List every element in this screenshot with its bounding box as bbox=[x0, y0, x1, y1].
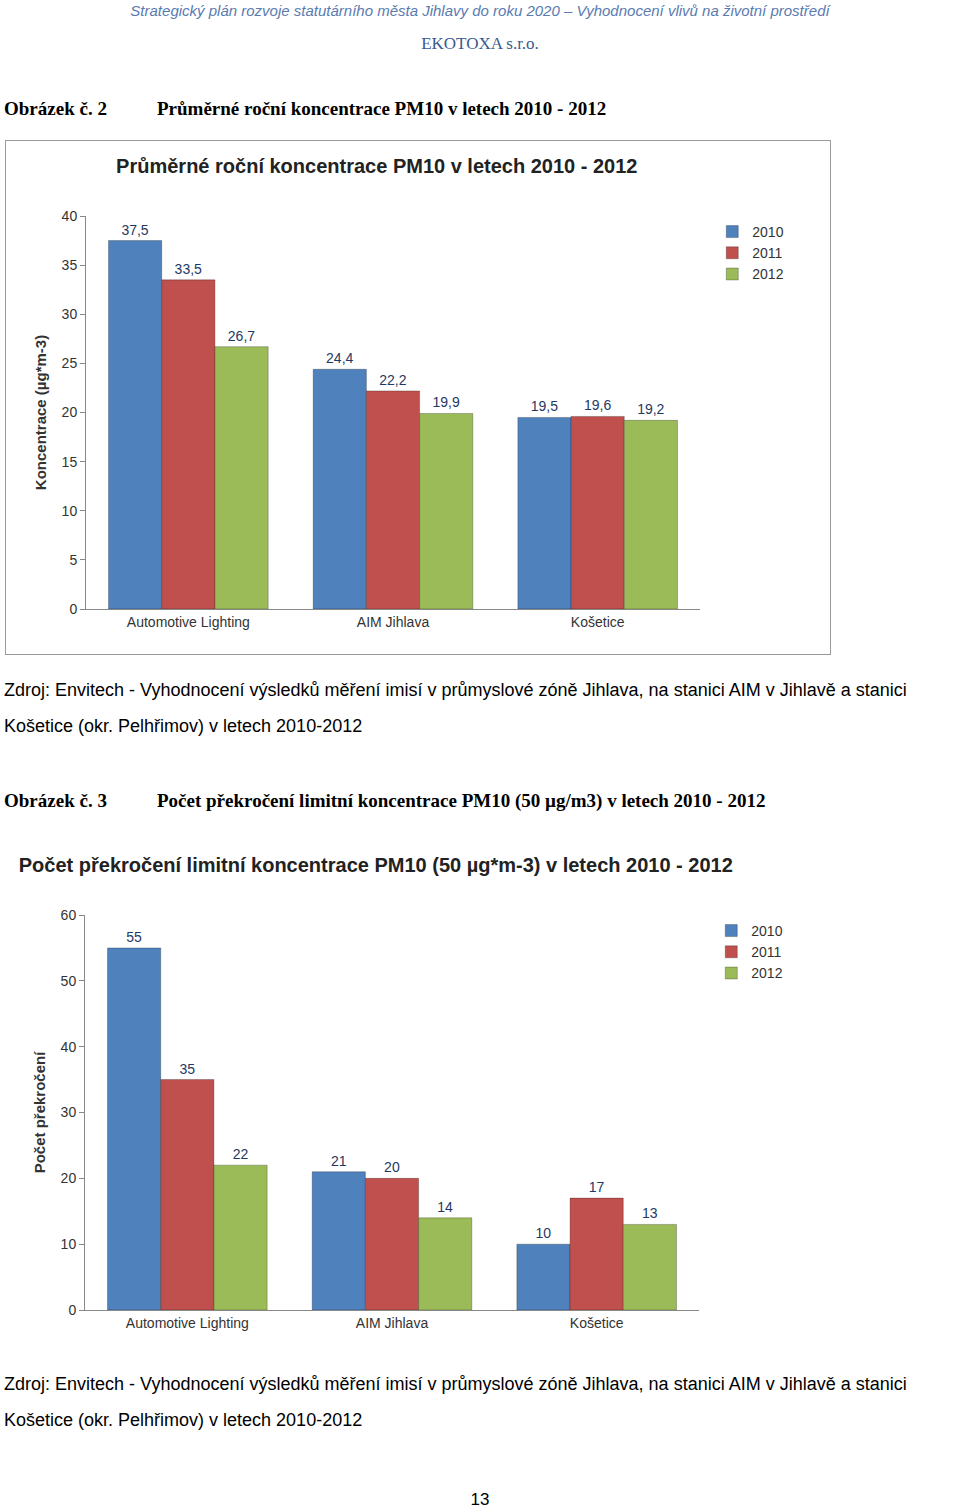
svg-text:15: 15 bbox=[62, 454, 78, 470]
svg-text:Průměrné roční koncentrace PM1: Průměrné roční koncentrace PM10 v letech… bbox=[116, 155, 637, 177]
svg-text:Košetice: Košetice bbox=[570, 1315, 624, 1331]
svg-text:2012: 2012 bbox=[752, 266, 783, 282]
svg-text:Automotive Lighting: Automotive Lighting bbox=[127, 614, 250, 630]
html-text:13: 13 bbox=[470, 1490, 490, 1509]
html-text:EKOTOXA s.r.o.: EKOTOXA s.r.o. bbox=[421, 34, 539, 53]
svg-text:14: 14 bbox=[437, 1199, 453, 1215]
svg-text:13: 13 bbox=[642, 1205, 658, 1221]
html-text:Obrázek č. 2: Obrázek č. 2 bbox=[4, 98, 107, 119]
svg-text:20: 20 bbox=[384, 1159, 400, 1175]
svg-text:30: 30 bbox=[61, 1104, 77, 1120]
svg-text:22: 22 bbox=[233, 1146, 249, 1162]
svg-text:AIM Jihlava: AIM Jihlava bbox=[356, 1315, 429, 1331]
svg-text:19,5: 19,5 bbox=[531, 398, 558, 414]
svg-text:19,2: 19,2 bbox=[637, 401, 664, 417]
svg-text:17: 17 bbox=[589, 1179, 605, 1195]
html-text:Zdroj: Envitech - Vyhodnocení: Zdroj: Envitech - Vyhodnocení výsledků m… bbox=[4, 680, 907, 736]
svg-text:AIM Jihlava: AIM Jihlava bbox=[357, 614, 430, 630]
svg-text:Košetice: Košetice bbox=[571, 614, 625, 630]
svg-text:2011: 2011 bbox=[752, 245, 782, 261]
svg-text:40: 40 bbox=[61, 1039, 77, 1055]
svg-text:10: 10 bbox=[62, 503, 78, 519]
svg-text:37,5: 37,5 bbox=[121, 222, 148, 238]
svg-text:Počet překročení limitní konce: Počet překročení limitní koncentrace PM1… bbox=[19, 854, 733, 876]
svg-text:20: 20 bbox=[62, 404, 78, 420]
svg-text:Koncentrace (µg*m-3): Koncentrace (µg*m-3) bbox=[32, 335, 49, 490]
svg-text:0: 0 bbox=[69, 601, 77, 617]
svg-text:35: 35 bbox=[62, 257, 78, 273]
svg-text:55: 55 bbox=[126, 929, 142, 945]
svg-text:2011: 2011 bbox=[751, 944, 781, 960]
svg-text:40: 40 bbox=[62, 208, 78, 224]
svg-text:19,6: 19,6 bbox=[584, 397, 611, 413]
svg-text:2010: 2010 bbox=[752, 224, 783, 240]
svg-text:26,7: 26,7 bbox=[228, 328, 255, 344]
svg-text:24,4: 24,4 bbox=[326, 350, 353, 366]
svg-text:33,5: 33,5 bbox=[175, 261, 202, 277]
svg-text:35: 35 bbox=[179, 1061, 195, 1077]
svg-text:Počet překročení: Počet překročení bbox=[31, 1051, 48, 1174]
html-text:Počet překročení limitní konce: Počet překročení limitní koncentrace PM1… bbox=[157, 790, 766, 811]
svg-text:22,2: 22,2 bbox=[379, 372, 406, 388]
svg-text:5: 5 bbox=[69, 552, 77, 568]
html-text:Strategický plán rozvoje statu: Strategický plán rozvoje statutárního mě… bbox=[130, 2, 830, 19]
svg-text:10: 10 bbox=[536, 1225, 552, 1241]
svg-text:0: 0 bbox=[68, 1302, 76, 1318]
svg-text:21: 21 bbox=[331, 1153, 347, 1169]
html-text:Obrázek č. 3: Obrázek č. 3 bbox=[4, 790, 107, 811]
html-text:Průměrné roční koncentrace PM1: Průměrné roční koncentrace PM10 v letech… bbox=[157, 98, 607, 119]
svg-text:25: 25 bbox=[62, 355, 78, 371]
svg-text:10: 10 bbox=[61, 1236, 77, 1252]
svg-text:19,9: 19,9 bbox=[432, 394, 459, 410]
svg-text:30: 30 bbox=[62, 306, 78, 322]
svg-text:20: 20 bbox=[61, 1170, 77, 1186]
html-text:Zdroj: Envitech - Vyhodnocení: Zdroj: Envitech - Vyhodnocení výsledků m… bbox=[4, 1374, 907, 1430]
svg-text:50: 50 bbox=[61, 973, 77, 989]
svg-text:2012: 2012 bbox=[751, 965, 782, 981]
svg-text:60: 60 bbox=[61, 907, 77, 923]
svg-text:Automotive Lighting: Automotive Lighting bbox=[126, 1315, 249, 1331]
svg-text:2010: 2010 bbox=[751, 923, 782, 939]
